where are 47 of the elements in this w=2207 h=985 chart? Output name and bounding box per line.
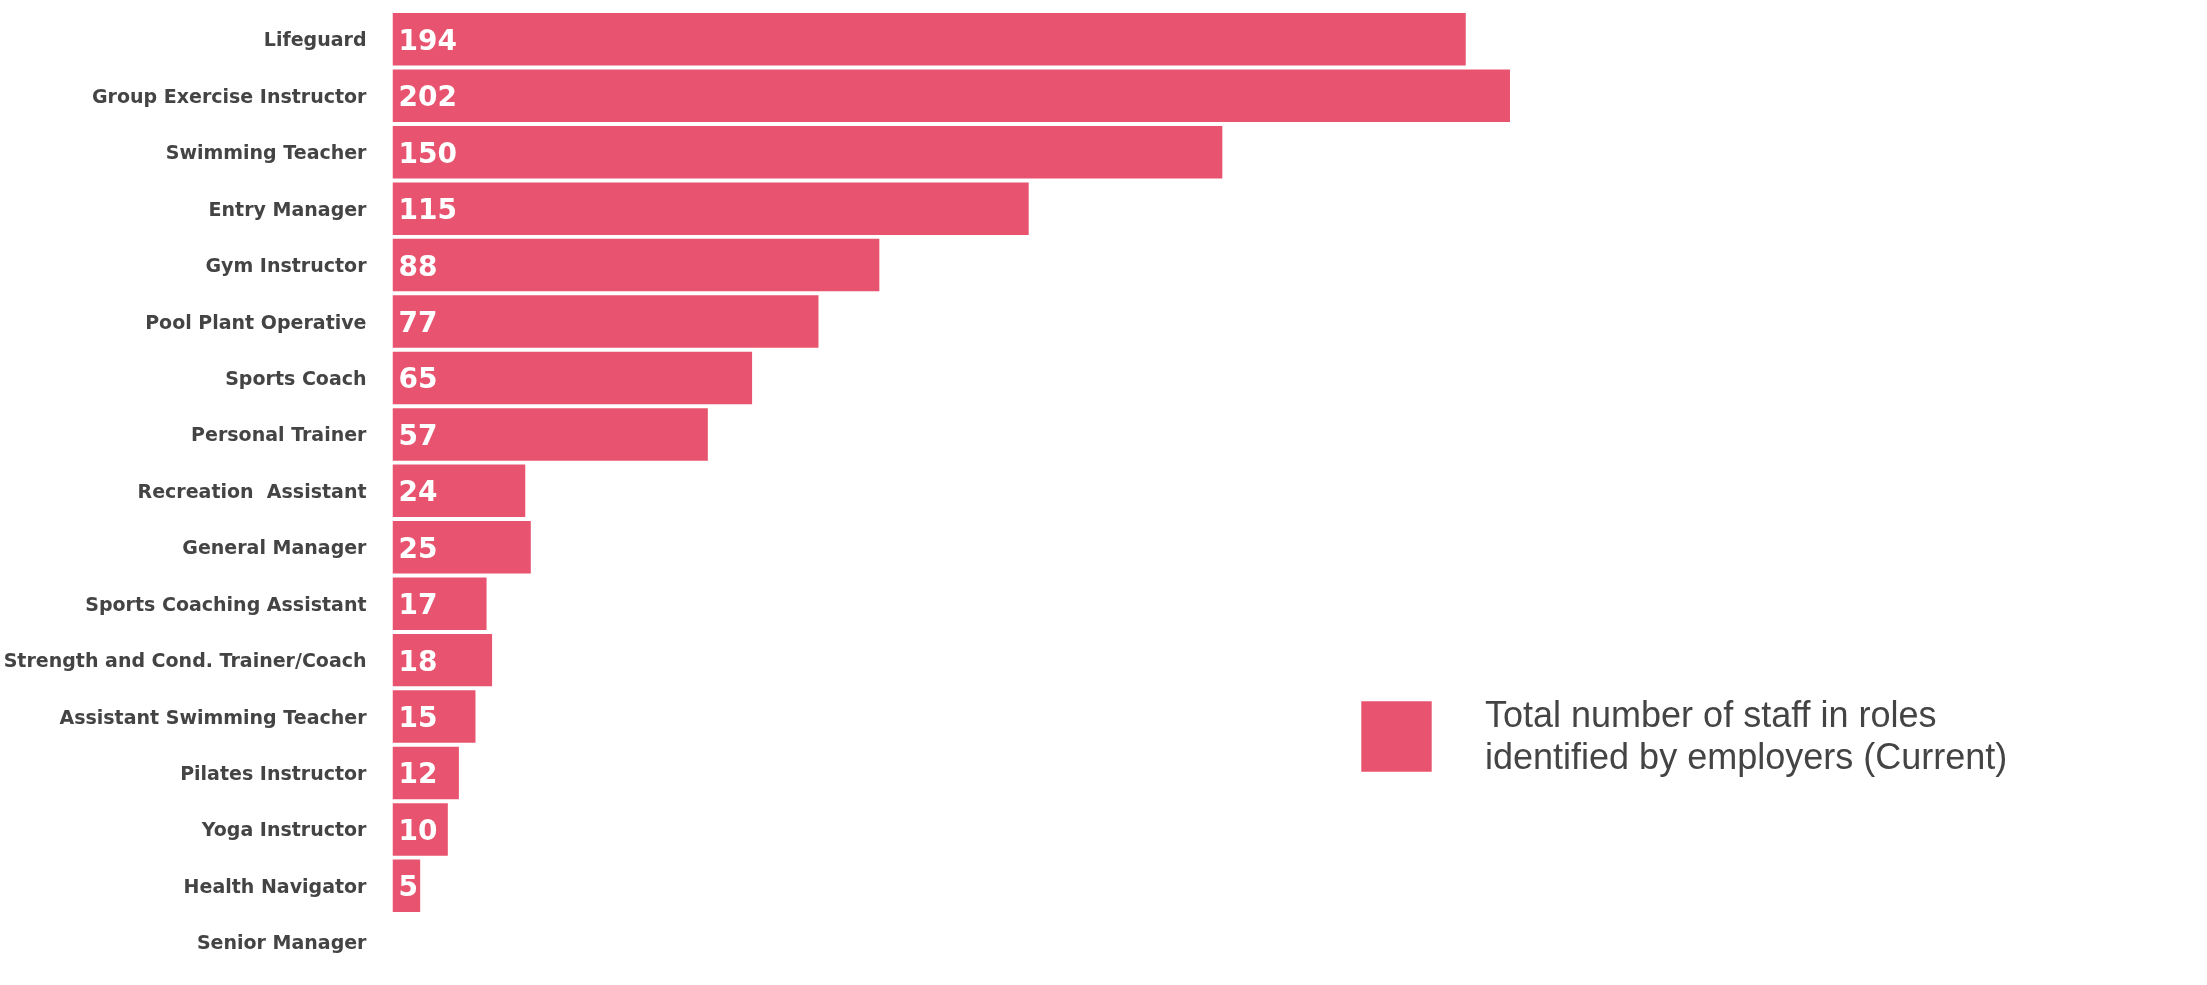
y-tick-label: Yoga Instructor [200,818,368,841]
y-tick-label: Gym Instructor [205,254,368,277]
bar [392,295,819,348]
data-label: 18 [398,644,438,678]
bar [392,464,526,518]
y-tick-label: Strength and Cond. Trainer/Coach [3,649,367,672]
data-label: 10 [398,813,438,847]
y-tick-label: Personal Trainer [191,423,368,446]
data-label: 5 [398,870,418,904]
data-label: 150 [398,136,457,170]
bar [392,182,1029,235]
y-tick-label: General Manager [182,536,368,559]
data-label: 202 [398,80,457,114]
data-label: 57 [398,418,438,452]
bar [392,69,1510,123]
bar [392,633,493,687]
bar [392,13,1466,66]
bar [392,125,1223,179]
data-label: 88 [398,249,438,283]
y-tick-label: Health Navigator [183,874,368,897]
bar [392,521,531,574]
bar [392,577,487,630]
y-tick-label: Assistant Swimming Teacher [59,705,368,728]
data-label: 25 [398,531,438,565]
data-label: 115 [398,193,457,227]
data-label: 77 [398,306,438,340]
y-tick-label: Senior Manager [196,931,368,954]
y-tick-label: Recreation Assistant [137,479,367,502]
data-label: 24 [398,475,438,509]
data-label: 15 [398,701,438,735]
bar [392,408,708,461]
y-tick-label: Pilates Instructor [180,761,368,784]
data-label: 65 [398,362,438,396]
y-tick-label: Sports Coach [225,366,367,389]
y-tick-label: Pool Plant Operative [145,310,367,333]
y-tick-label: Group Exercise Instructor [92,84,368,107]
y-tick-label: Entry Manager [208,197,368,220]
data-label: 194 [398,23,457,57]
data-label: 12 [398,757,438,791]
bar [392,238,880,292]
bar [392,351,753,405]
y-tick-label: Sports Coaching Assistant [85,592,367,615]
data-label: 17 [398,588,438,622]
y-tick-label: Lifeguard [263,28,367,51]
legend-label: Total number of staff in roles identified by employers (Current) [1485,694,2008,778]
bar [392,690,476,743]
y-tick-label: Swimming Teacher [165,141,368,164]
